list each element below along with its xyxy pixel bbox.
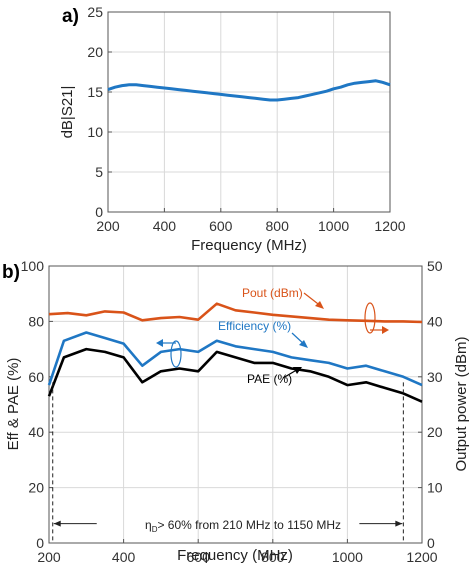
panel-a-grid	[107, 11, 391, 213]
panel-b-x-tick-label-4: 1000	[332, 549, 363, 565]
panel-b-y-tick-label-2: 40	[28, 424, 44, 440]
range-left-arrowhead	[53, 520, 61, 527]
panel-b-y-right-tick-label-1: 10	[427, 480, 443, 496]
panel-b-x-tick-label-5: 1200	[406, 549, 437, 565]
panel-a-ticks: 200 400 600 800 1000 1200 0 5 10 15 20 25	[87, 4, 405, 234]
pae-label-arrow	[282, 367, 302, 379]
panel-b-y-tick-label-0: 0	[36, 535, 44, 551]
panel-b-plot-frame	[48, 265, 423, 544]
efficiency-range-annotation	[52, 382, 404, 543]
panel-b-y-tick-label-5: 100	[21, 258, 45, 274]
panel-a-x-axis-title: Frequency (MHz)	[191, 237, 307, 254]
panel-b-y-right-tick-label-5: 50	[427, 258, 443, 274]
pout-right-axis-marker	[364, 302, 389, 334]
panel-b-x-tick-label-0: 200	[37, 549, 61, 565]
panel-b-x-tick-label-2: 600	[187, 549, 211, 565]
range-right-arrowhead	[395, 520, 403, 527]
efficiency-line	[47, 331, 423, 387]
panel-a-y-tick-label-3: 15	[87, 84, 103, 100]
panel-b-y-tick-label-3: 60	[28, 369, 44, 385]
efficiency-series-label: Efficiency (%)	[218, 319, 291, 333]
efficiency-label-arrow	[291, 332, 308, 348]
panel-a-y-tick-label-0: 0	[95, 204, 103, 220]
panel-a-s21-line	[107, 79, 391, 102]
pout-series-label: Pout (dBm)	[242, 286, 303, 300]
panel-b-label: b)	[2, 262, 20, 283]
panel-b-y-right-tick-label-0: 0	[427, 535, 435, 551]
panel-a-x-tick-label-0: 200	[96, 218, 120, 234]
panel-b-y-axis-title-right: Output power (dBm)	[453, 336, 470, 471]
efficiency-left-axis-marker	[156, 339, 182, 368]
panel-b-x-axis-title: Frequency (MHz)	[177, 547, 293, 564]
pae-line	[47, 347, 423, 403]
panel-a-x-tick-label-3: 800	[266, 218, 290, 234]
panel-b-y-right-tick-label-3: 30	[427, 369, 443, 385]
panel-b-x-tick-label-1: 400	[112, 549, 136, 565]
panel-a-series	[107, 79, 391, 102]
panel-a-chart: a) 200 400 600 800 1000 1200 0 5 10 15 20 25 Freque…	[59, 4, 406, 254]
panel-a-x-tick-label-5: 1200	[374, 218, 405, 234]
panel-b-y-tick-label-1: 20	[28, 480, 44, 496]
efficiency-range-text: ηD> 60% from 210 MHz to 1150 MHz	[145, 518, 341, 534]
panel-a-x-tick-label-1: 400	[153, 218, 177, 234]
panel-b-y-tick-label-4: 80	[28, 313, 44, 329]
panel-a-y-tick-label-1: 5	[95, 164, 103, 180]
panel-a-x-tick-label-2: 600	[209, 218, 233, 234]
panel-a-y-axis-title: dB|S21|	[59, 86, 76, 139]
pae-series-label: PAE (%)	[247, 372, 292, 386]
panel-b-y-right-tick-label-2: 20	[427, 424, 443, 440]
pout-line	[48, 302, 423, 324]
panel-a-y-tick-label-5: 25	[87, 4, 103, 20]
pout-label-arrow	[303, 292, 324, 309]
panel-b-series	[47, 302, 423, 403]
panel-a-y-tick-label-4: 20	[87, 44, 103, 60]
panel-b-chart: b) 200 400 600 800 1000 120002040608010001020…	[2, 258, 470, 565]
panel-b-y-axis-title-left: Eff & PAE (%)	[5, 358, 22, 451]
panel-a-label: a)	[62, 6, 79, 27]
panel-b-x-tick-label-3: 800	[261, 549, 285, 565]
panel-b-y-right-tick-label-4: 40	[427, 313, 443, 329]
panel-a-x-tick-label-4: 1000	[318, 218, 349, 234]
panel-b-ticks: 200 400 600 800 1000 120002040608010001020304…	[21, 258, 443, 565]
panel-a-plot-frame	[107, 11, 391, 213]
panel-a-y-tick-label-2: 10	[87, 124, 103, 140]
